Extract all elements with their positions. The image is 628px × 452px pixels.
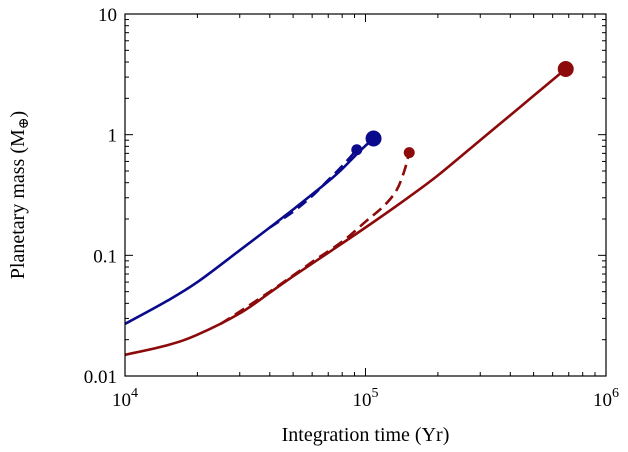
y-axis-label-close: ) xyxy=(7,111,29,118)
tick-marks xyxy=(124,14,607,377)
x-tick-label-base: 10 xyxy=(112,390,131,411)
series-end-marker-1 xyxy=(365,130,382,147)
y-tick-label: 0.1 xyxy=(93,246,117,267)
series-line-4 xyxy=(219,152,411,325)
x-tick-label-base: 10 xyxy=(353,390,372,411)
y-axis-label: Planetary mass (M⊕) xyxy=(7,111,32,279)
series-end-marker-2 xyxy=(351,144,363,156)
series-line-2 xyxy=(269,148,358,229)
y-axis-label-text: Planetary mass (M xyxy=(7,129,29,279)
series-end-marker-4 xyxy=(403,147,415,159)
y-tick-label: 1 xyxy=(108,126,118,147)
x-axis-label: Integration time (Yr) xyxy=(282,424,450,446)
x-tick-label-base: 10 xyxy=(593,390,612,411)
series-end-marker-3 xyxy=(557,61,574,78)
x-tick-label-exponent: 4 xyxy=(131,386,138,401)
earth-symbol: ⊕ xyxy=(17,117,32,129)
x-tick-label: 105 xyxy=(353,386,379,411)
x-tick-label-exponent: 6 xyxy=(612,386,619,401)
plot-marks xyxy=(124,61,574,357)
y-tick-label: 0.01 xyxy=(84,367,117,388)
y-tick-label: 10 xyxy=(98,5,117,26)
plot-frame xyxy=(124,13,607,377)
x-tick-label: 106 xyxy=(593,386,619,411)
series-line-1 xyxy=(124,137,375,326)
x-tick-label: 104 xyxy=(112,386,138,411)
x-tick-label-exponent: 5 xyxy=(372,386,379,401)
series-line-3 xyxy=(124,68,567,357)
